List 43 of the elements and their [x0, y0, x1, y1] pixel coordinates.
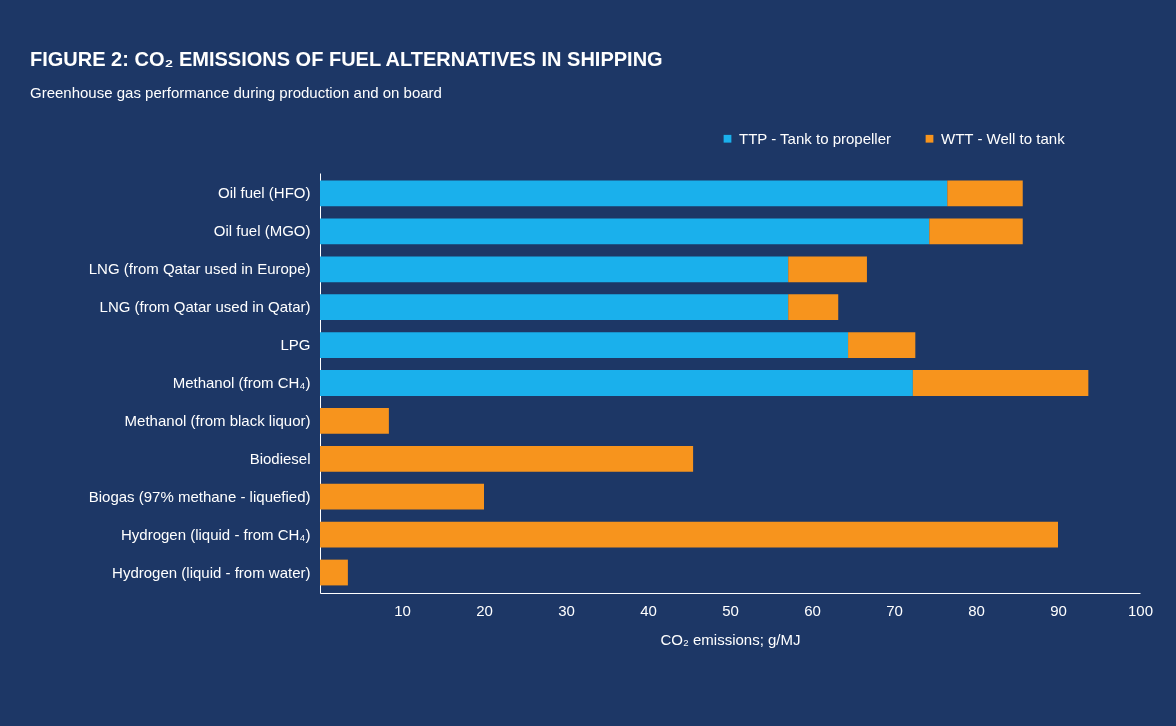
y-tick-label: LPG — [280, 336, 311, 354]
bar — [320, 332, 849, 358]
y-tick-label: Hydrogen (liquid - from CH₄) — [120, 525, 311, 543]
x-tick-label: 60 — [804, 601, 821, 619]
x-tick-label: 30 — [558, 601, 575, 619]
y-tick-label: LNG (from Qatar used in Qatar) — [99, 298, 311, 316]
chart-title: FIGURE 2: CO₂ EMISSIONS OF FUEL ALTERNATIVES IN SHIPPING — [30, 48, 663, 70]
bar — [320, 218, 930, 245]
bar — [320, 559, 348, 586]
y-tick-label: LNG (from Qatar used in Europe) — [88, 260, 311, 278]
y-tick-label: Oil fuel (HFO) — [217, 184, 311, 202]
x-tick-label: 70 — [886, 601, 903, 619]
x-tick-label: 90 — [1050, 601, 1067, 619]
bar — [320, 521, 1058, 548]
bar — [912, 370, 1089, 396]
x-tick-label: 40 — [640, 601, 657, 619]
y-tick-label: Biogas (97% methane - liquefied) — [88, 487, 311, 505]
y-tick-label: Biodiesel — [249, 449, 311, 467]
x-tick-label: 10 — [394, 601, 411, 619]
bar — [320, 256, 789, 283]
bar — [320, 445, 694, 472]
x-tick-label: 50 — [722, 601, 739, 619]
bar — [320, 294, 789, 321]
bar — [320, 408, 389, 434]
bar — [320, 483, 484, 510]
y-tick-label: Methanol (from black liquor) — [124, 411, 311, 429]
bar — [788, 294, 839, 321]
y-tick-label: Methanol (from CH₄) — [172, 374, 311, 391]
bar — [947, 180, 1023, 207]
x-tick-label: 100 — [1127, 601, 1154, 619]
chart-subtitle: Greenhouse gas performance during production and on board — [30, 84, 442, 101]
legend-label: WTT - Well to tank — [941, 129, 1066, 147]
bar — [320, 370, 913, 396]
x-tick-label: 80 — [968, 601, 985, 619]
x-tick-label: 20 — [476, 601, 493, 619]
bar — [848, 332, 916, 358]
bar — [788, 256, 867, 283]
legend-label: TTP - Tank to propeller — [739, 129, 892, 147]
x-axis-title: CO₂ emissions; g/MJ — [660, 630, 801, 648]
y-tick-label: Hydrogen (liquid - from water) — [112, 563, 311, 581]
bar — [929, 218, 1023, 245]
bar — [320, 180, 948, 207]
y-tick-label: Oil fuel (MGO) — [213, 222, 311, 240]
